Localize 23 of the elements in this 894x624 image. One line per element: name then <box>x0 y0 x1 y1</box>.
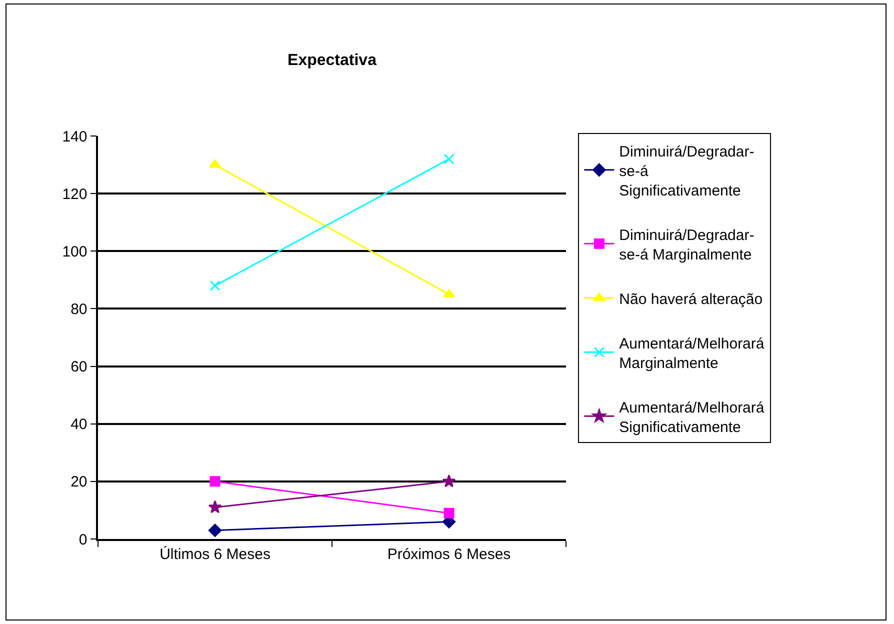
point <box>444 508 454 518</box>
point <box>444 154 454 164</box>
y-tick-label: 60 <box>70 358 88 376</box>
x-tick-label: Últimos 6 Meses <box>160 544 270 563</box>
y-tick-label: 40 <box>70 416 88 434</box>
legend-label: Diminuirá/Degradar-se-á Significativamente <box>619 143 754 200</box>
y-tick-label: 140 <box>62 128 88 146</box>
y-tick-label: 20 <box>70 474 88 491</box>
point <box>210 280 220 291</box>
y-tick-label: 80 <box>70 300 88 318</box>
point <box>442 474 456 488</box>
point <box>208 500 222 514</box>
point <box>208 524 222 537</box>
y-tick-label: 100 <box>62 243 88 260</box>
x-tick-label: Próximos 6 Meses <box>387 546 511 563</box>
point <box>210 476 220 487</box>
y-tick-label: 120 <box>62 186 88 203</box>
legend-label: Não haverá alteração <box>619 290 763 308</box>
y-tick-label: 0 <box>78 531 88 548</box>
legend-label: Aumentará/Melhorará Significativamente <box>619 399 765 436</box>
legend-label: Aumentará/Melhorará Marginalmente <box>619 335 765 372</box>
legend-label: Diminuirá/Degradar-se-á Marginalmente <box>619 226 754 264</box>
chart-title: Expectativa <box>288 52 377 69</box>
